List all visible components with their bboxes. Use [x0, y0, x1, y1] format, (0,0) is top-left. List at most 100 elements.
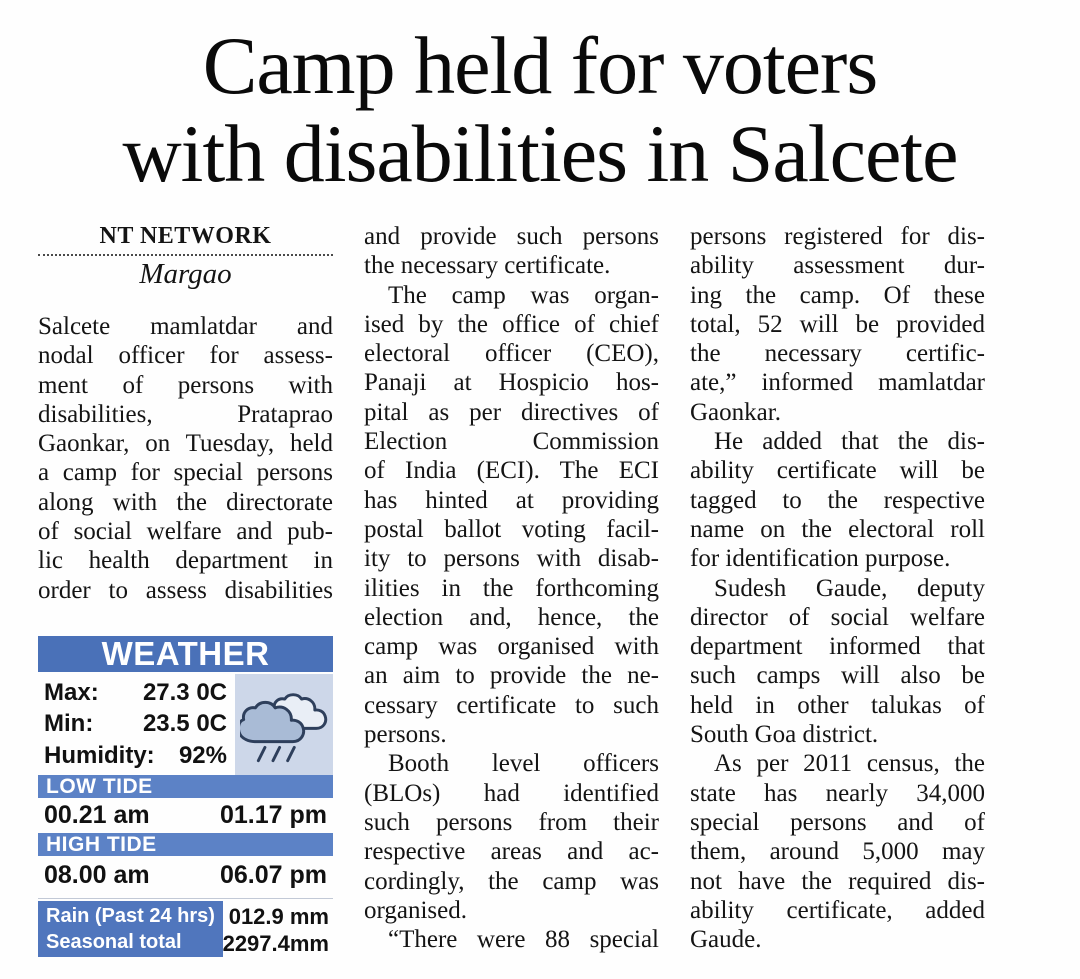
text-line: Election Commission [364, 428, 659, 456]
high-tide-times: 08.00 am 06.07 pm [38, 856, 333, 896]
text-line: disabilities, Prataprao [38, 400, 333, 428]
text-line: ment of persons with [38, 371, 333, 399]
weather-row-humidity: Humidity: 92% [38, 742, 235, 770]
text-line: such camps will also be [690, 662, 985, 690]
text-line: “There were 88 special [388, 926, 659, 954]
column-1: NT NETWORK Margao Salcete mamlatdar and n… [38, 222, 333, 957]
text-line: The camp was organ- [388, 281, 659, 309]
text-line: Gaonkar. [690, 398, 781, 426]
text-line: the necessary certificate. [364, 252, 611, 280]
text-line: cordingly, the camp was [364, 867, 659, 895]
humidity-label: Humidity: [44, 742, 155, 770]
byline-agency: NT NETWORK [38, 222, 333, 256]
text-line: the necessary certific- [690, 340, 985, 368]
low-tide-times: 00.21 am 01.17 pm [38, 798, 333, 833]
text-line: electoral officer (CEO), [364, 340, 659, 368]
weather-readings: Max: 27.3 0C Min: 23.5 0C Humidity: 92% [38, 673, 333, 775]
column-2: and provide such persons the necessary ce… [364, 222, 659, 957]
text-line: total, 52 will be provided [690, 310, 985, 338]
text-line: (BLOs) had identified [364, 779, 659, 807]
text-line: He added that the dis- [714, 428, 985, 456]
text-line: ity to persons with disab- [364, 545, 659, 573]
text-line: ability certificate will be [690, 457, 985, 485]
text-line: order to assess disabilities [38, 576, 333, 604]
text-line: name on the electoral roll [690, 515, 985, 543]
byline: NT NETWORK Margao [38, 222, 333, 292]
text-line: ate,” informed mamlatdar [690, 369, 985, 397]
rain-past24-value: 012.9 mm [228, 903, 329, 929]
text-line: camp was organised with [364, 633, 659, 661]
text-line: a camp for special persons [38, 459, 333, 487]
article-headline: Camp held for voters with disabilities i… [0, 22, 1080, 198]
column-3: persons registered for dis-ability asses… [690, 222, 985, 957]
text-line: department informed that [690, 633, 985, 661]
text-line: tagged to the respective [690, 486, 985, 514]
weather-title: WEATHER [38, 635, 333, 672]
text-line: ability assessment dur- [690, 252, 985, 280]
max-temp-value: 27.3 0C [142, 678, 227, 706]
rain-seasonal-value: 2297.4mm [222, 930, 329, 956]
text-line: Gaude. [690, 926, 762, 954]
text-line: held in other talukas of [690, 691, 985, 719]
text-line: persons registered for dis- [690, 223, 985, 250]
weather-rows: Max: 27.3 0C Min: 23.5 0C Humidity: 92% [38, 674, 235, 775]
article-columns: NT NETWORK Margao Salcete mamlatdar and n… [38, 222, 985, 957]
text-line: them, around 5,000 may [690, 838, 985, 866]
text-line: ised by the office of chief [364, 310, 659, 338]
text-line: lic health department in [38, 547, 333, 575]
text-line: an aim to provide the ne- [364, 662, 659, 690]
text-line: of India (ECI). The ECI [364, 457, 659, 485]
text-line: nodal officer for assess- [38, 342, 333, 370]
text-line: Panaji at Hospicio hos- [364, 369, 659, 397]
text-line: ability certificate, added [690, 896, 985, 924]
text-line: of social welfare and pub- [38, 518, 333, 546]
text-line: pital as per directives of [364, 398, 659, 426]
text-line: for identification purpose. [690, 545, 951, 573]
text-line: ilities in the forthcoming [364, 574, 659, 602]
text-line: along with the directorate [38, 488, 333, 516]
min-temp-label: Min: [44, 710, 94, 738]
rain-values: 012.9 mm 2297.4mm [223, 901, 333, 957]
min-temp-value: 23.5 0C [142, 710, 227, 738]
rain-labels: Rain (Past 24 hrs) Seasonal total [38, 900, 223, 957]
text-line: director of social welfare [690, 603, 985, 631]
text-line: Gaonkar, on Tuesday, held [38, 430, 333, 458]
text-line: Salcete mamlatdar and [38, 313, 333, 340]
text-line: Sudesh Gaude, deputy [714, 574, 985, 602]
humidity-value: 92% [178, 742, 227, 770]
text-line: respective areas and ac- [364, 838, 659, 866]
article-text-column-1: Salcete mamlatdar and nodal officer for a… [38, 312, 333, 605]
text-line: As per 2011 census, the [714, 750, 985, 778]
weather-widget: WEATHER Max: 27.3 0C Min: 23.5 0C Humidi… [38, 635, 333, 957]
text-line: Booth level officers [388, 750, 659, 778]
text-line: election and, hence, the [364, 603, 659, 631]
text-line: not have the required dis- [690, 867, 985, 895]
high-tide-header: HIGH TIDE [38, 832, 333, 856]
low-tide-pm: 01.17 pm [219, 800, 327, 829]
byline-location: Margao [139, 258, 232, 290]
text-line: persons. [364, 721, 447, 749]
rain-clouds-icon [235, 673, 333, 775]
headline-line-2: with disabilities in Salcete [122, 108, 958, 199]
text-line: postal ballot voting facil- [364, 515, 659, 543]
text-line: and provide such persons [364, 223, 659, 250]
text-line: organised. [364, 896, 467, 924]
text-line: special persons and of [690, 808, 985, 836]
text-line: ing the camp. Of these [690, 281, 985, 309]
low-tide-am: 00.21 am [44, 800, 150, 829]
max-temp-label: Max: [44, 678, 99, 706]
rain-past24-label: Rain (Past 24 hrs) [46, 904, 215, 927]
low-tide-header: LOW TIDE [38, 774, 333, 798]
text-line: cessary certificate to such [364, 691, 659, 719]
weather-row-max: Max: 27.3 0C [38, 679, 235, 707]
text-line: South Goa district. [690, 721, 879, 749]
text-line: has hinted at providing [364, 486, 659, 514]
high-tide-am: 08.00 am [44, 861, 150, 890]
rain-seasonal-label: Seasonal total [46, 930, 182, 953]
text-line: such persons from their [364, 808, 659, 836]
rain-section: Rain (Past 24 hrs) Seasonal total 012.9 … [38, 897, 333, 957]
high-tide-pm: 06.07 pm [219, 861, 327, 890]
headline-line-1: Camp held for voters [202, 20, 879, 111]
text-line: state has nearly 34,000 [690, 779, 985, 807]
